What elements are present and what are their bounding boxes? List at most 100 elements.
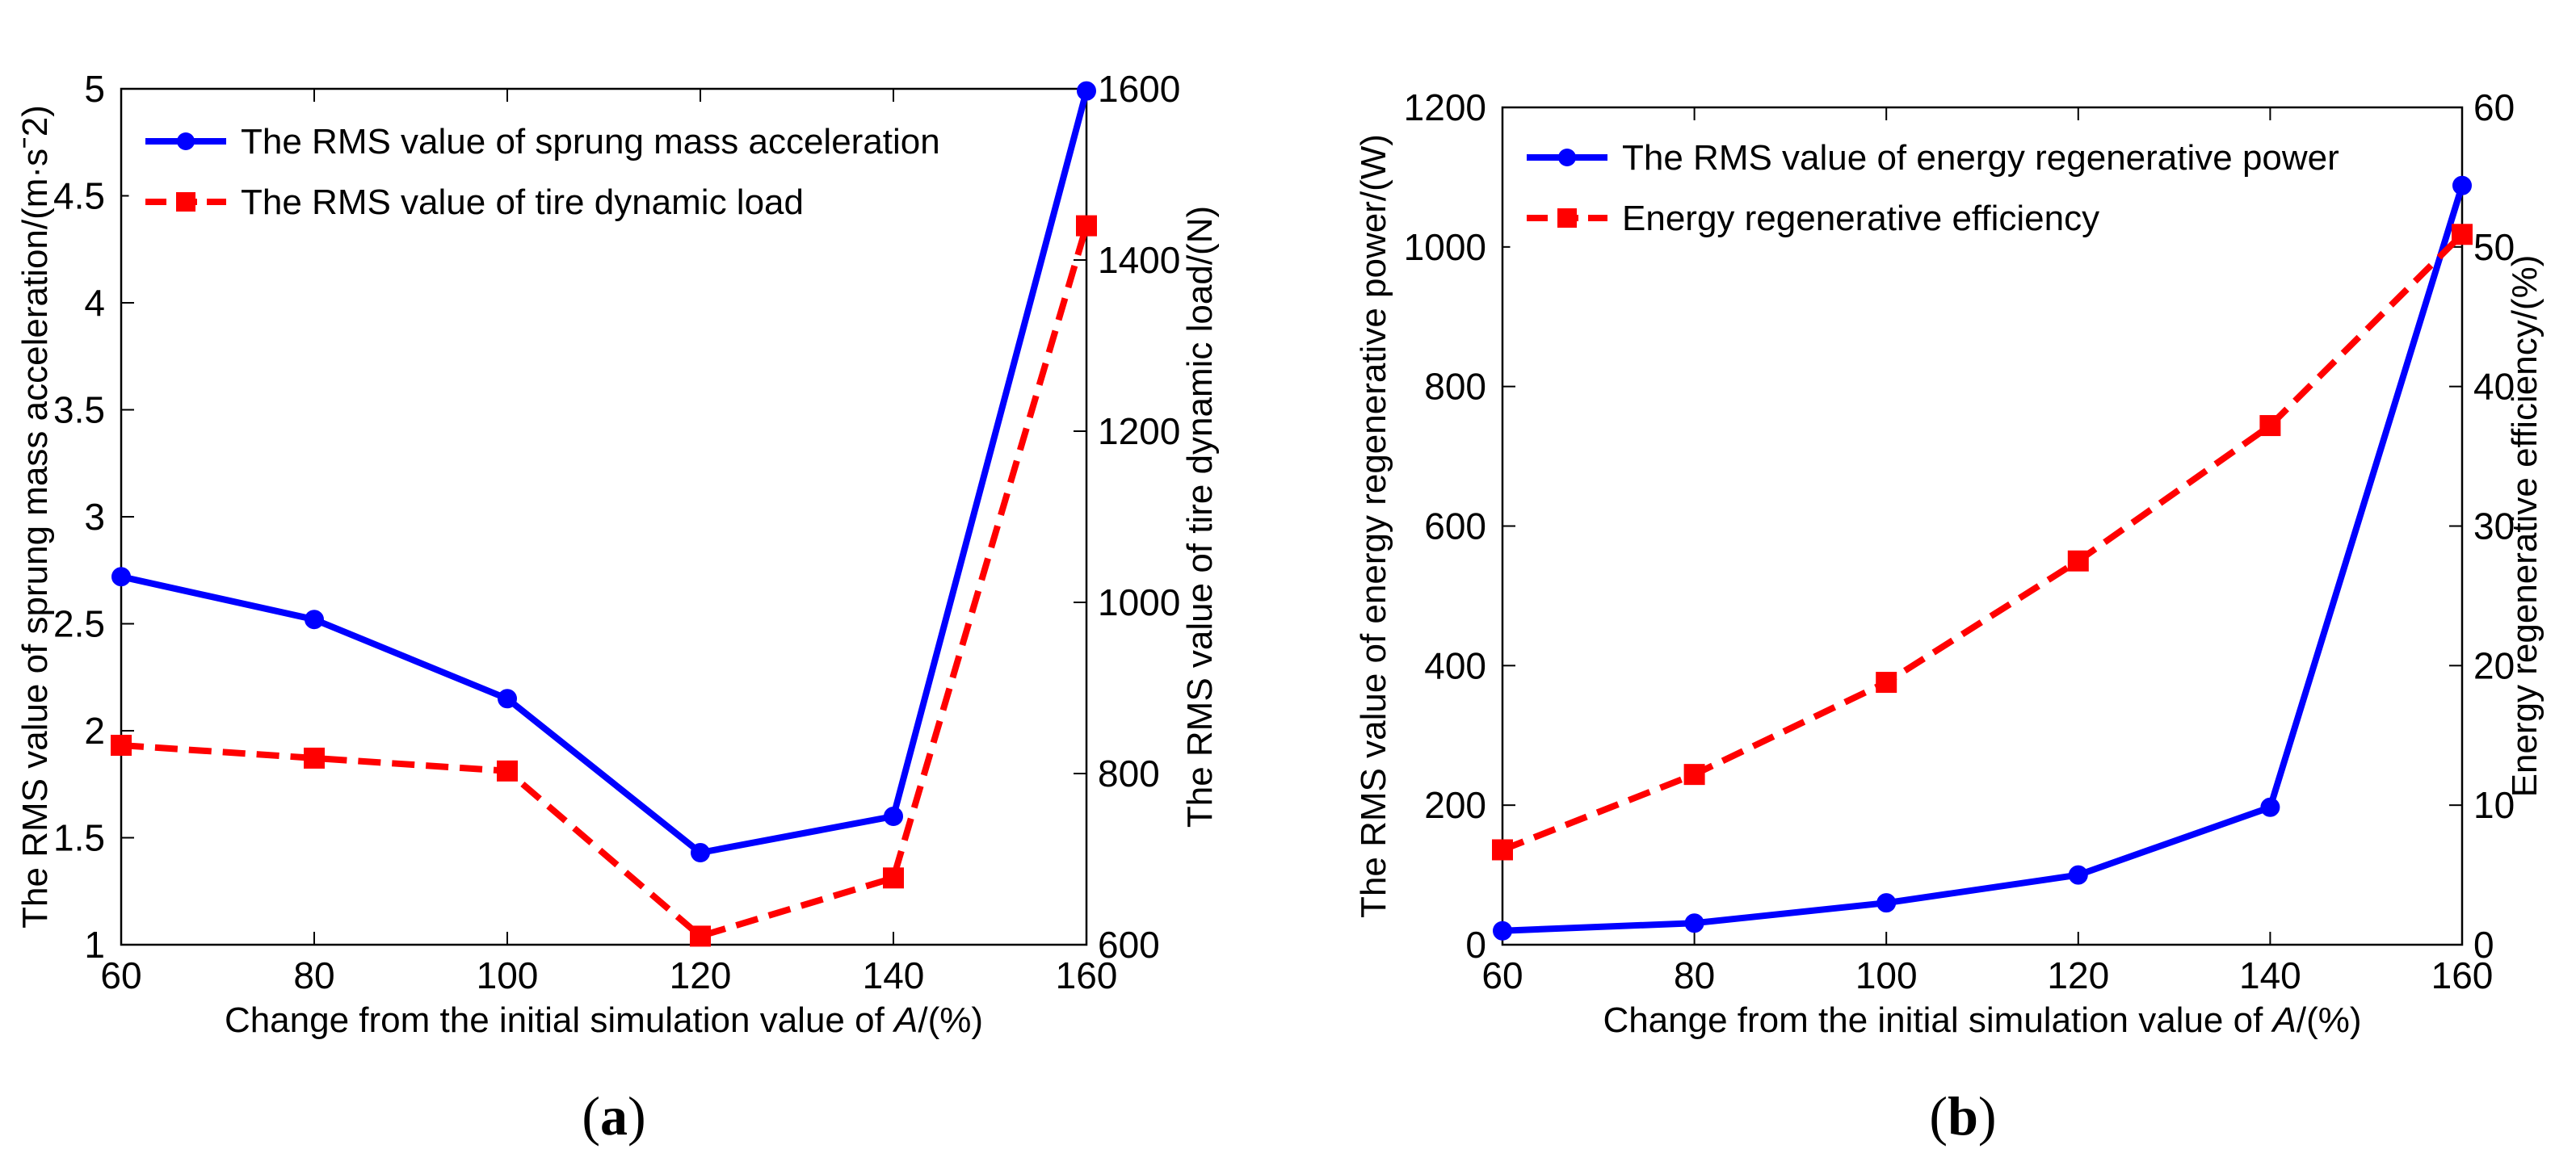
x-tick-label: 80 — [1674, 954, 1715, 996]
y-tick-label: 600 — [1424, 505, 1486, 547]
legend-marker-square — [1557, 208, 1577, 228]
panel-caption-letter: b — [1948, 1085, 1978, 1147]
y-tick-label: 1.5 — [53, 817, 105, 859]
data-point-square — [1076, 215, 1097, 237]
y2-axis-label: The RMS value of tire dynamic load/(N) — [1180, 206, 1220, 828]
data-point-square — [2067, 550, 2089, 572]
data-point-circle — [691, 843, 710, 863]
data-point-square — [1492, 839, 1513, 861]
y2-tick-label: 20 — [2473, 644, 2515, 686]
y-tick-label: 200 — [1424, 784, 1486, 826]
y-tick-label: 0 — [1465, 924, 1486, 966]
x-axis-label-variable: A — [2271, 1000, 2297, 1040]
legend: The RMS value of energy regenerative pow… — [1510, 120, 2424, 259]
y2-tick-label: 800 — [1098, 753, 1160, 795]
data-point-square — [883, 867, 904, 889]
data-point-circle — [1077, 81, 1096, 101]
data-point-circle — [884, 807, 903, 826]
series-line-2 — [120, 224, 1090, 940]
chart-panel-a: 60 80 100 120 140 160 1 1.5 2 2.5 3 3.5 4 4.5 5 600 800 1… — [15, 68, 1220, 1147]
legend-entry-2: The RMS value of tire dynamic load — [241, 182, 804, 222]
data-point-circle — [305, 610, 324, 630]
chart-panel-b: 60 80 100 120 140 160020040060080010001200010… — [1354, 86, 2544, 1147]
x-tick-label: 160 — [2431, 954, 2494, 996]
x-tick-label: 120 — [670, 954, 732, 996]
y2-tick-label: 1400 — [1098, 239, 1180, 281]
y-tick-label: 1200 — [1404, 86, 1486, 128]
legend-marker-square — [176, 192, 195, 212]
y2-tick-label: 50 — [2473, 226, 2515, 268]
x-axis-label-prefix: Change from the initial simulation value… — [225, 1000, 894, 1040]
data-point-circle — [1493, 920, 1512, 941]
data-point-circle — [2260, 797, 2280, 817]
x-axis-label-variable: A — [892, 1000, 918, 1040]
y2-tick-label: 1600 — [1098, 68, 1180, 110]
y2-tick-label: 1200 — [1098, 410, 1180, 452]
data-point-square — [2259, 415, 2281, 437]
y2-tick-label: 40 — [2473, 366, 2515, 408]
data-point-square — [1683, 764, 1705, 786]
x-tick-label: 140 — [863, 954, 925, 996]
x-tick-label: 140 — [2239, 954, 2301, 996]
panel-caption: (b) — [1929, 1085, 1996, 1147]
x-tick-label: 60 — [100, 954, 141, 996]
y-tick-label: 4 — [84, 282, 105, 324]
legend-box — [1510, 120, 2424, 259]
legend-entry-2: Energy regenerative efficiency — [1622, 199, 2099, 238]
y-tick-label: 2 — [84, 710, 105, 752]
x-tick-label: 160 — [1056, 954, 1118, 996]
x-axis-label-suffix: /(%) — [918, 1000, 983, 1040]
data-point-circle — [1684, 913, 1704, 933]
y-tick-label: 3.5 — [53, 389, 105, 431]
y2-axis-label: Energy regenerative efficiency/(%) — [2505, 255, 2544, 798]
y2-tick-label: 10 — [2473, 784, 2515, 826]
y2-tick-label: 1000 — [1098, 581, 1180, 623]
x-tick-label: 120 — [2047, 954, 2109, 996]
legend-entry-1: The RMS value of sprung mass acceleratio… — [241, 122, 940, 161]
series-line-2 — [1501, 232, 2465, 853]
y-tick-label: 4.5 — [53, 175, 105, 217]
y-tick-label: 1 — [84, 924, 105, 966]
y2-tick-label: 0 — [2473, 924, 2494, 966]
y-tick-label: 3 — [84, 496, 105, 538]
y2-tick-label: 60 — [2473, 86, 2515, 128]
data-point-square — [690, 925, 711, 947]
panel-caption: (a) — [582, 1085, 645, 1147]
y-tick-label: 1000 — [1404, 226, 1486, 268]
x-axis-label: Change from the initial simulation value… — [225, 1000, 983, 1040]
legend: The RMS value of sprung mass acceleratio… — [128, 104, 1035, 243]
y-axis-label: The RMS value of sprung mass acceleratio… — [15, 105, 55, 929]
series-line-1 — [120, 90, 1090, 856]
data-point-circle — [498, 689, 517, 709]
panel-caption-letter: a — [600, 1085, 628, 1147]
data-point-circle — [2452, 175, 2472, 195]
data-point-circle — [1876, 893, 1897, 913]
x-axis-label-prefix: Change from the initial simulation value… — [1603, 1000, 2272, 1040]
y-tick-label: 2.5 — [53, 603, 105, 645]
y2-tick-label: 600 — [1098, 924, 1160, 966]
data-point-square — [497, 760, 518, 782]
legend-entry-1: The RMS value of energy regenerative pow… — [1622, 138, 2339, 178]
y2-tick-label: 30 — [2473, 505, 2515, 547]
data-point-circle — [2068, 865, 2088, 885]
legend-marker-circle — [1558, 149, 1576, 166]
series-line-1 — [1502, 184, 2465, 934]
y-axis-label: The RMS value of energy regenerative pow… — [1354, 134, 1393, 918]
legend-box — [128, 104, 1035, 243]
legend-marker-circle — [177, 132, 195, 150]
x-tick-label: 100 — [477, 954, 539, 996]
y-tick-label: 5 — [84, 68, 105, 110]
x-tick-label: 80 — [293, 954, 334, 996]
x-tick-label: 100 — [1855, 954, 1918, 996]
data-point-square — [1876, 672, 1897, 694]
y-tick-label: 800 — [1424, 366, 1486, 408]
x-axis-label-suffix: /(%) — [2297, 1000, 2362, 1040]
data-point-circle — [111, 567, 131, 587]
x-axis-label: Change from the initial simulation value… — [1603, 1000, 2361, 1040]
y-tick-label: 400 — [1424, 644, 1486, 686]
data-point-square — [2452, 224, 2473, 245]
data-point-square — [304, 747, 325, 769]
data-point-square — [111, 735, 132, 757]
x-tick-label: 60 — [1481, 954, 1523, 996]
